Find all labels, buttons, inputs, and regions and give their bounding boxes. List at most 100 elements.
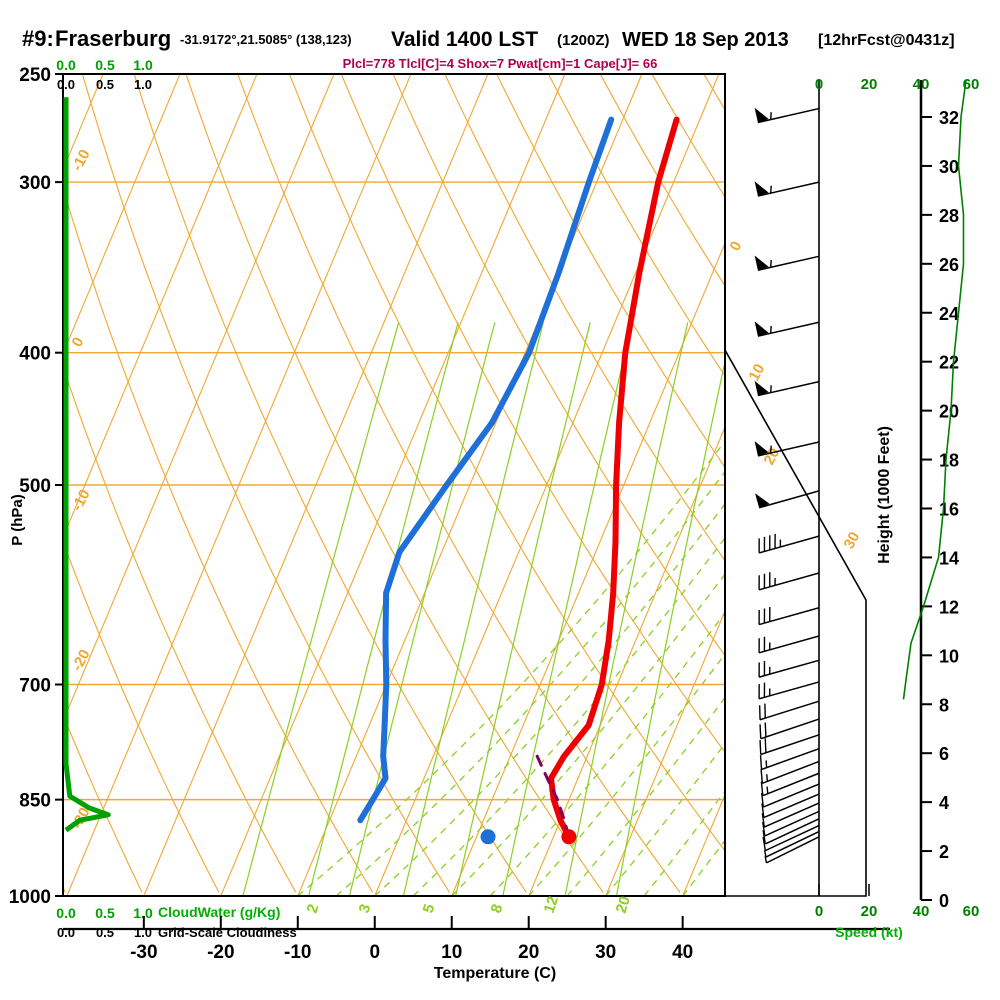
height-tick-label: 12 <box>939 597 959 617</box>
surface-dewpoint-dot <box>480 829 496 845</box>
dry-adiabat <box>185 74 604 893</box>
sounding-curves <box>357 116 680 845</box>
wind-barb-shaft <box>758 490 820 509</box>
wind-barb-shaft <box>758 607 820 626</box>
wind-barb-shaft <box>762 783 820 808</box>
cloudiness-tick-label: 0.5 <box>96 925 114 940</box>
wind-barb-pennant <box>754 255 769 271</box>
height-tick-label: 10 <box>939 646 959 666</box>
cloudwater-tick-label: 1.0 <box>133 905 153 921</box>
wind-barb-shaft <box>763 793 820 819</box>
wind-barb-shaft <box>757 321 820 337</box>
height-tick-label: 32 <box>939 108 959 128</box>
isotherm <box>63 74 181 355</box>
moist-adiabat <box>297 440 725 896</box>
wind-barb-shaft <box>757 181 820 197</box>
wind-barb-full <box>764 722 767 738</box>
temperature-tick-label: 30 <box>595 942 616 963</box>
wind-barb-full <box>761 813 765 828</box>
speed-tick-label: 0 <box>815 76 823 93</box>
pressure-tick-label: 850 <box>19 791 51 812</box>
cloudiness-axis-label: Grid-Scale Cloudiness <box>158 925 297 940</box>
wind-barb-full <box>762 836 766 851</box>
height-tick-label: 2 <box>939 842 949 862</box>
pressure-axis: 250 300 400 500 700 850 1000 <box>9 65 63 908</box>
wind-barb-full <box>764 738 767 753</box>
wind-barb-shaft <box>757 380 820 397</box>
height-tick-label: 20 <box>939 402 959 422</box>
dry-adiabat <box>288 74 725 852</box>
wind-barb-panel: 00202040406060 Speed (kt) <box>724 74 980 940</box>
dry-adiabat <box>63 365 297 893</box>
wind-barb-shaft <box>757 107 820 124</box>
pressure-tick-label: 500 <box>19 476 51 497</box>
wind-barb-shaft <box>762 772 820 797</box>
parameter-line: Plcl=778 Tlcl[C]=4 Shox=7 Pwat[cm]=1 Cap… <box>343 56 658 71</box>
parcel-curve <box>535 754 571 839</box>
height-tick-label: 4 <box>939 793 949 813</box>
mixing-ratio-line <box>308 322 459 896</box>
wind-barb-pennant <box>754 181 769 196</box>
wind-barb-shaft <box>757 441 820 457</box>
pressure-tick-label: 250 <box>19 65 51 86</box>
wind-barb-half <box>764 855 768 864</box>
valid-date: WED 18 Sep 2013 <box>622 29 789 51</box>
mixing-ratio-line <box>615 358 725 896</box>
surface-temperature-dot <box>561 829 577 845</box>
moist-adiabat <box>451 573 725 896</box>
wind-barb-full <box>760 769 764 784</box>
wind-barb-full <box>761 803 765 818</box>
height-tick-label: 0 <box>939 891 949 911</box>
wind-barb-shaft <box>758 535 820 554</box>
speed-tick-label: 40 <box>913 903 930 920</box>
mixing-ratio-line <box>402 322 544 896</box>
wind-barb-shaft <box>760 734 820 756</box>
wind-barb-shaft <box>758 572 820 591</box>
mixing-ratio-line <box>502 322 633 896</box>
temperature-tick-label: 0 <box>369 942 380 963</box>
speed-tick-label: 20 <box>861 76 878 93</box>
mixing-ratio-line <box>564 322 689 896</box>
speed-axis-label: Speed (kt) <box>835 924 903 940</box>
wind-barb-pennant <box>754 441 769 456</box>
temperature-tick-label: -10 <box>284 942 311 963</box>
cloudwater-tick-label: 0.0 <box>56 905 76 921</box>
wind-barb-shaft <box>760 718 820 740</box>
speed-tick-label: 0 <box>815 903 823 920</box>
height-tick-label: 6 <box>939 744 949 764</box>
pressure-tick-label: 300 <box>19 173 51 194</box>
wind-barb-shaft <box>757 255 820 271</box>
cloudwater-top-ticks: 0.0 0.5 1.0 0.0 0.5 1.0 <box>56 57 153 92</box>
wind-barb-full <box>759 724 762 739</box>
cloudwater-tick-label: 0.0 <box>56 57 76 73</box>
mixing-ratio-line <box>242 322 400 896</box>
cloudwater-line <box>63 97 111 833</box>
wind-barb-shaft <box>766 836 820 864</box>
wind-barb-shaft <box>764 810 820 837</box>
cloudiness-tick-label: 0.5 <box>96 77 114 92</box>
cloudwater-tick-label: 1.0 <box>133 57 153 73</box>
speed-trace <box>902 80 967 700</box>
pressure-tick-label: 700 <box>19 676 51 697</box>
wind-barb-shaft <box>761 747 820 771</box>
temperature-tick-label: 10 <box>441 942 462 963</box>
dry-adiabat <box>496 74 725 469</box>
height-tick-label: 28 <box>939 206 959 226</box>
temperature-tick-label: 40 <box>672 942 693 963</box>
page-title: Fraserburg <box>55 26 171 51</box>
dry-adiabat-label: 10 <box>746 361 769 384</box>
speed-axis-ticks: 00202040406060 <box>815 76 980 920</box>
height-tick-label: 26 <box>939 255 959 275</box>
temperature-axis-label: Temperature (C) <box>434 965 556 982</box>
moist-adiabat <box>374 502 725 896</box>
wind-barb-pennant <box>755 493 770 508</box>
cloudwater-axis-label: CloudWater (g/Kg) <box>158 904 280 920</box>
height-tick-label: 8 <box>939 695 949 715</box>
temperature-curve <box>548 116 680 840</box>
dry-adiabat-label: 30 <box>841 529 864 552</box>
wind-barb-full <box>762 830 766 845</box>
pressure-tick-label: 400 <box>19 344 51 365</box>
pressure-tick-label: 1000 <box>9 887 51 908</box>
mixing-ratio-label: 12 <box>541 894 562 915</box>
